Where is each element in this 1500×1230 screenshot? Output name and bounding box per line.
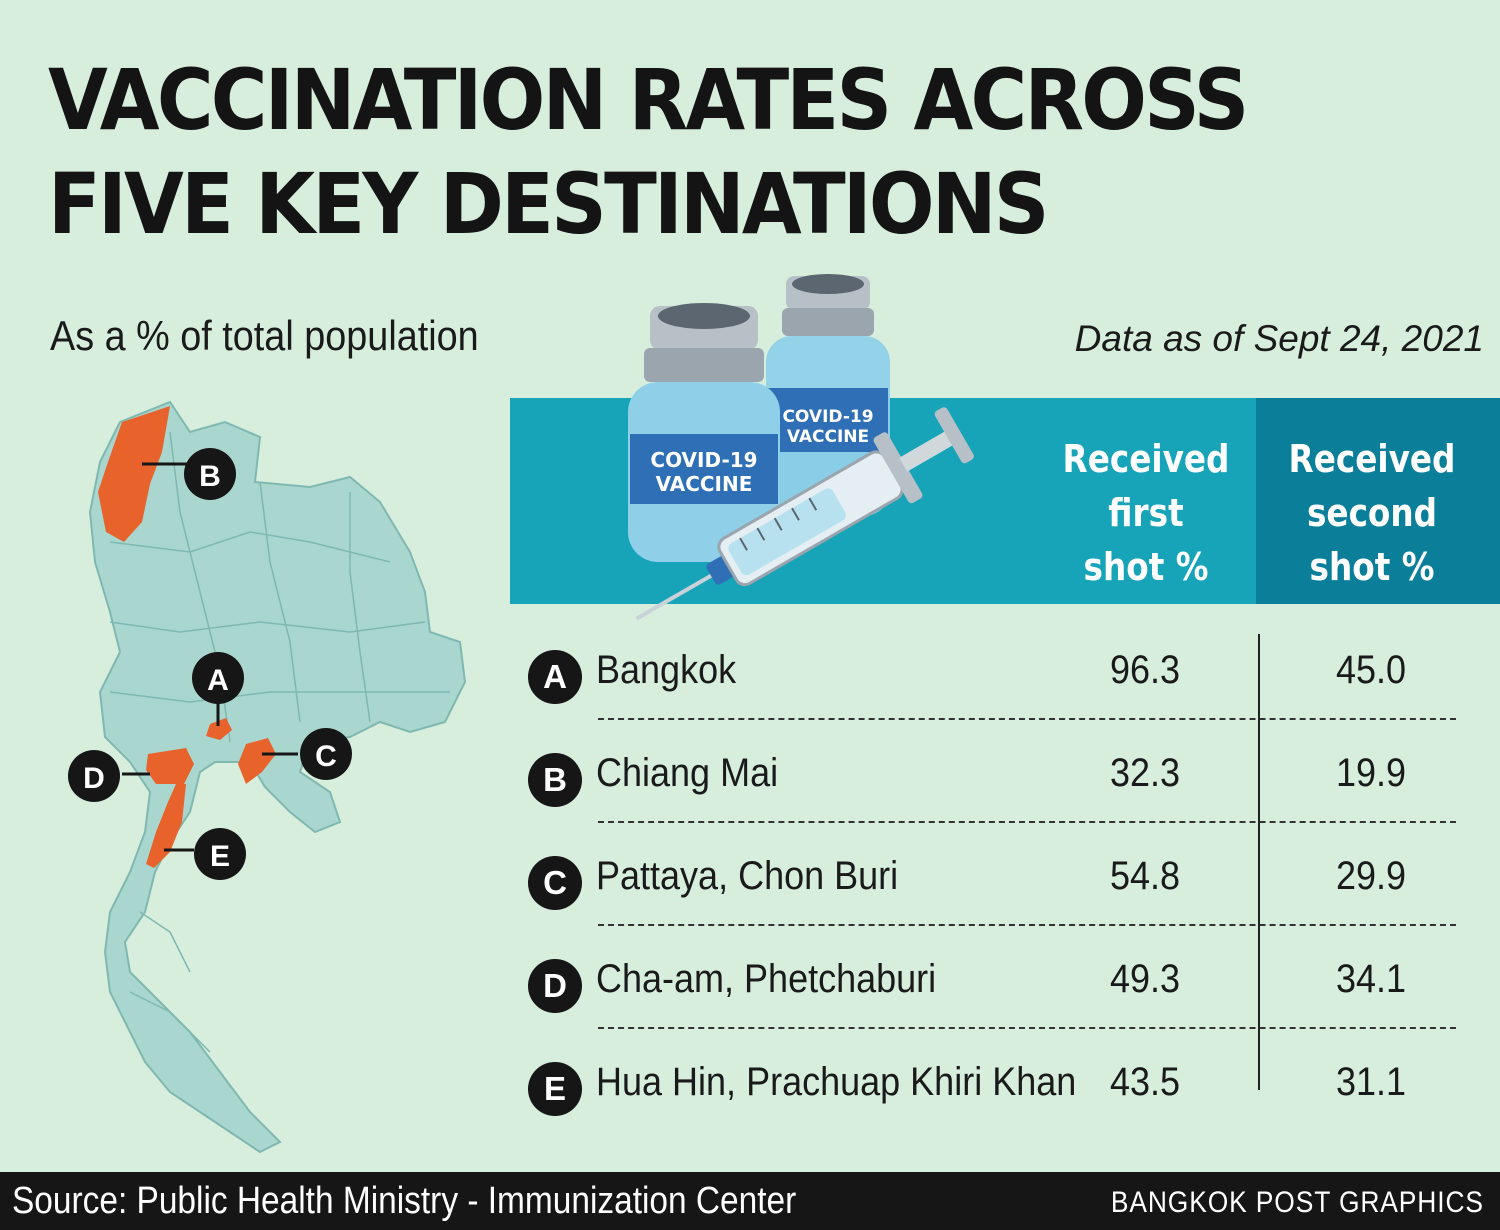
graphics-credit: BANGKOK POST GRAPHICS (1110, 1186, 1484, 1219)
column-header-first-line-2: first (1108, 491, 1184, 535)
row-separator (598, 1027, 1456, 1029)
column-header-first-line-3: shot % (1083, 545, 1209, 589)
chart-subtitle: As a % of total population (50, 312, 479, 359)
table-row: B Chiang Mai 32.3 19.9 (520, 743, 1470, 833)
map-label-e: E (194, 828, 246, 880)
row-key-badge: C (528, 856, 582, 910)
column-header-second-line-1: Received (1288, 437, 1456, 481)
row-second-shot-value: 29.9 (1335, 854, 1407, 898)
back-vial-label-2: VACCINE (787, 427, 869, 447)
row-first-shot-value: 96.3 (1109, 648, 1181, 692)
map-label-d: D (68, 750, 120, 802)
table-row: E Hua Hin, Prachuap Khiri Khan 43.5 31.1 (520, 1052, 1470, 1142)
data-date: Data as of Sept 24, 2021 (1074, 318, 1484, 359)
svg-text:A: A (207, 664, 229, 697)
map-region-d-phetchaburi (146, 748, 194, 784)
svg-text:E: E (210, 840, 230, 873)
svg-text:B: B (199, 460, 221, 493)
table-row: C Pattaya, Chon Buri 54.8 29.9 (520, 846, 1470, 936)
map-region-e-prachuap (146, 784, 186, 868)
row-place-label: Bangkok (596, 648, 737, 692)
row-key-badge: B (528, 753, 582, 807)
row-second-shot-value: 31.1 (1335, 1060, 1407, 1104)
row-place-label: Pattaya, Chon Buri (596, 854, 899, 898)
thailand-map: B A C D E (68, 400, 467, 1154)
row-first-shot-value: 43.5 (1109, 1060, 1181, 1104)
title-line-2: FIVE KEY DESTINATIONS (48, 155, 1049, 253)
back-vial-label-1: COVID-19 (782, 407, 873, 427)
map-province-lines (109, 431, 450, 1053)
row-first-shot-value: 49.3 (1109, 957, 1181, 1001)
row-place-label: Hua Hin, Prachuap Khiri Khan (596, 1060, 1077, 1104)
front-vial-label-1: COVID-19 (650, 448, 757, 472)
row-separator (598, 718, 1456, 720)
row-key-badge: D (528, 959, 582, 1013)
map-label-c: C (300, 728, 352, 780)
column-header-second-line-3: shot % (1309, 545, 1435, 589)
row-key-badge: A (528, 650, 582, 704)
column-header-second-line-2: second (1306, 491, 1438, 535)
row-first-shot-value: 54.8 (1109, 854, 1181, 898)
vaccine-illustration: COVID-19 VACCINE COVID-19 VACCINE (628, 274, 974, 621)
column-header-first-line-1: Received (1062, 437, 1230, 481)
map-country-shape (88, 400, 467, 1154)
svg-text:C: C (315, 740, 337, 773)
row-separator (598, 821, 1456, 823)
row-place-label: Chiang Mai (596, 751, 779, 795)
footer-bar: Source: Public Health Ministry - Immuniz… (0, 1172, 1500, 1230)
row-place-label: Cha-am, Phetchaburi (596, 957, 937, 1001)
map-region-b-chiang-mai (98, 406, 170, 542)
svg-text:D: D (83, 762, 105, 795)
row-first-shot-value: 32.3 (1109, 751, 1181, 795)
header-second-column-band (1256, 398, 1500, 604)
row-key-badge: E (528, 1062, 582, 1116)
row-second-shot-value: 34.1 (1335, 957, 1407, 1001)
table-row: A Bangkok 96.3 45.0 (520, 640, 1470, 730)
chart-title: VACCINATION RATES ACROSS FIVE KEY DESTIN… (48, 48, 1249, 256)
column-header-first-shot: Received first shot % (1051, 432, 1240, 594)
row-second-shot-value: 45.0 (1335, 648, 1407, 692)
table-row: D Cha-am, Phetchaburi 49.3 34.1 (520, 949, 1470, 1039)
row-second-shot-value: 19.9 (1335, 751, 1407, 795)
map-region-a-bangkok (206, 718, 232, 740)
map-label-b: B (184, 448, 236, 500)
front-vial-label-2: VACCINE (656, 472, 753, 496)
column-header-second-shot: Received second shot % (1277, 432, 1466, 594)
map-label-a: A (192, 652, 244, 704)
syringe (635, 407, 974, 621)
source-note: Source: Public Health Ministry - Immuniz… (12, 1180, 797, 1222)
column-divider (1258, 634, 1260, 1090)
row-separator (598, 924, 1456, 926)
map-region-c-chon-buri (238, 738, 276, 784)
front-vaccine-vial: COVID-19 VACCINE (628, 303, 780, 562)
title-line-1: VACCINATION RATES ACROSS (48, 51, 1249, 149)
